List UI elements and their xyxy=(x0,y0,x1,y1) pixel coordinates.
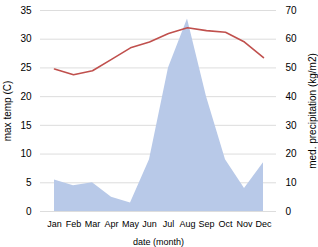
svg-text:Nov: Nov xyxy=(236,219,253,229)
svg-text:date (month): date (month) xyxy=(133,237,184,247)
svg-text:30: 30 xyxy=(286,120,298,131)
svg-text:15: 15 xyxy=(20,120,32,131)
svg-text:60: 60 xyxy=(286,33,298,44)
svg-text:0: 0 xyxy=(286,206,292,217)
svg-text:Apr: Apr xyxy=(104,219,118,229)
svg-text:med. precipitation (kg/m2): med. precipitation (kg/m2) xyxy=(307,53,318,169)
svg-text:Jul: Jul xyxy=(163,219,175,229)
svg-text:50: 50 xyxy=(286,62,298,73)
svg-text:25: 25 xyxy=(20,62,32,73)
svg-text:40: 40 xyxy=(286,91,298,102)
svg-text:Jan: Jan xyxy=(47,219,62,229)
svg-text:Sep: Sep xyxy=(198,219,214,229)
svg-text:May: May xyxy=(122,219,140,229)
svg-text:Aug: Aug xyxy=(179,219,195,229)
svg-text:Feb: Feb xyxy=(66,219,82,229)
svg-text:Oct: Oct xyxy=(218,219,233,229)
svg-text:Dec: Dec xyxy=(255,219,272,229)
svg-text:Mar: Mar xyxy=(85,219,101,229)
svg-text:35: 35 xyxy=(20,5,32,16)
svg-text:10: 10 xyxy=(20,148,32,159)
svg-text:30: 30 xyxy=(20,33,32,44)
svg-text:70: 70 xyxy=(286,5,298,16)
svg-text:Jun: Jun xyxy=(142,219,157,229)
svg-text:max temp (C): max temp (C) xyxy=(2,81,13,142)
svg-text:10: 10 xyxy=(286,177,298,188)
svg-text:20: 20 xyxy=(20,91,32,102)
svg-text:5: 5 xyxy=(26,177,32,188)
svg-text:0: 0 xyxy=(26,206,32,217)
svg-text:20: 20 xyxy=(286,148,298,159)
